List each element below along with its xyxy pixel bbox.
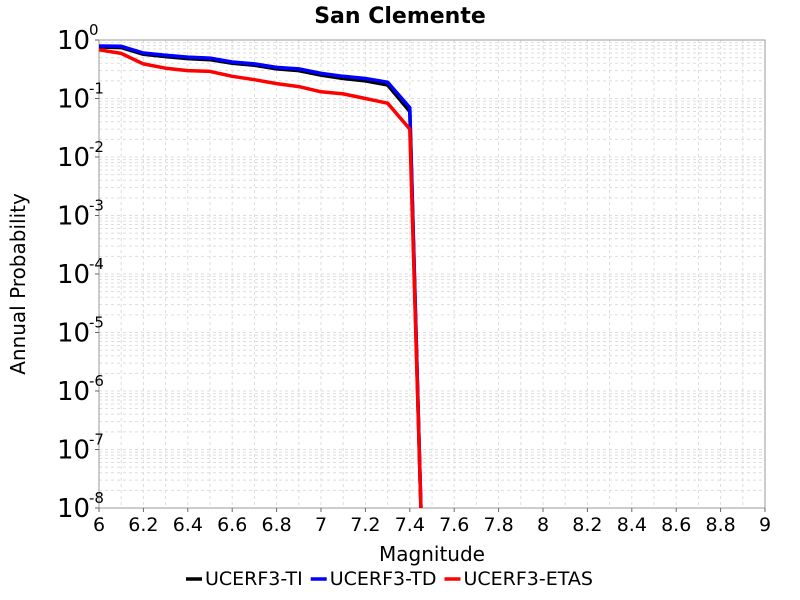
x-tick-label: 8.6	[661, 514, 691, 536]
grid	[98, 40, 766, 509]
x-tick-label: 9	[759, 514, 771, 536]
y-tick-exponent: -7	[89, 431, 104, 449]
series-line-2	[98, 48, 423, 509]
y-tick-label: 10	[57, 377, 90, 407]
legend-label-0: UCERF3-TI	[205, 568, 303, 590]
x-tick-label: 7.2	[350, 514, 380, 536]
y-tick-label: 10	[57, 260, 90, 290]
x-tick-label: 6.8	[261, 514, 291, 536]
y-tick-label: 10	[57, 143, 90, 173]
x-tick-label: 6.6	[217, 514, 247, 536]
y-tick-exponent: -6	[89, 372, 104, 390]
y-tick-label: 10	[57, 85, 90, 115]
y-tick-label: 10	[57, 436, 90, 466]
y-tick-label: 10	[57, 202, 90, 232]
x-tick-label: 6	[93, 514, 105, 536]
y-tick-exponent: 0	[89, 21, 99, 39]
y-tick-exponent: -8	[89, 489, 104, 507]
x-tick-label: 6.2	[128, 514, 158, 536]
y-axis-label: Annual Probability	[6, 193, 30, 375]
x-tick-label: 8.4	[617, 514, 647, 536]
y-tick-exponent: -2	[89, 138, 104, 156]
y-tick-exponent: -3	[89, 197, 104, 215]
x-tick-label: 6.4	[173, 514, 203, 536]
legend-label-1: UCERF3-TD	[330, 568, 437, 590]
chart-title: San Clemente	[314, 4, 486, 29]
x-tick-label: 7.4	[395, 514, 425, 536]
x-tick-label: 8	[537, 514, 549, 536]
x-tick-label: 7.8	[483, 514, 513, 536]
x-tick-label: 8.8	[705, 514, 735, 536]
y-tick-exponent: -5	[89, 314, 104, 332]
x-tick-label: 8.2	[572, 514, 602, 536]
y-tick-label: 10	[57, 319, 90, 349]
x-axis-ticks: 6 6.2 6.4 6.6 6.8 7 7.2 7.4 7.6 7.8 8 8.2 8.4 8.6 8.8 9	[93, 508, 771, 536]
series-lines	[98, 44, 423, 509]
legend-label-2: UCERF3-ETAS	[463, 568, 592, 590]
y-tick-exponent: -4	[89, 255, 104, 273]
y-tick-exponent: -1	[89, 80, 104, 98]
x-tick-label: 7	[315, 514, 327, 536]
x-tick-label: 7.6	[439, 514, 469, 536]
x-axis-label: Magnitude	[379, 542, 485, 566]
series-line-1	[98, 44, 423, 509]
y-tick-label: 10	[57, 494, 90, 524]
legend: UCERF3-TI UCERF3-TD UCERF3-ETAS	[186, 568, 593, 590]
y-tick-label: 10	[57, 26, 90, 56]
